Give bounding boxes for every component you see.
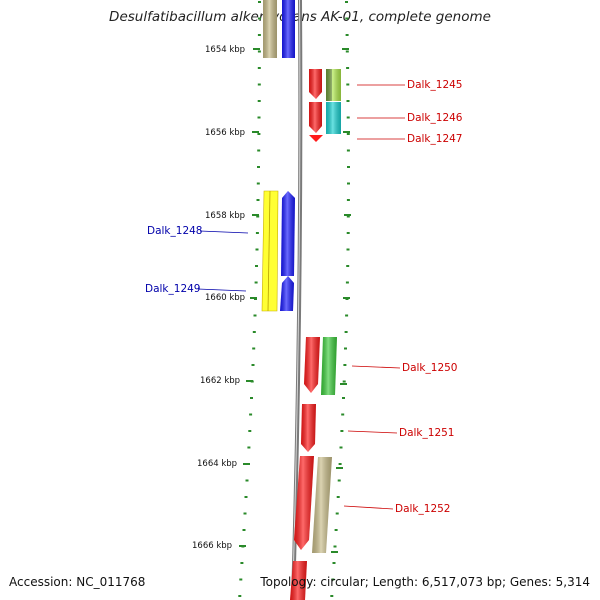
minus-strand-genes: [261, 0, 295, 312]
gene-label-dalk-1247[interactable]: Dalk_1247: [407, 133, 463, 145]
plus-strand-genes: [290, 69, 341, 600]
gene-red-1247: [309, 135, 323, 142]
scale-label-1666: 1666 kbp: [192, 541, 232, 551]
topology-text: Topology: circular; Length: 6,517,073 bp…: [260, 575, 590, 589]
scale-label-1658: 1658 kbp: [205, 211, 245, 221]
scale-label-1656: 1656 kbp: [205, 128, 245, 138]
gene-label-dalk-1249[interactable]: Dalk_1249: [145, 283, 201, 295]
gene-labels: Dalk_1245 Dalk_1246 Dalk_1247 Dalk_1248 …: [145, 79, 463, 515]
scale-label-1660: 1660 kbp: [205, 293, 245, 303]
gene-yellow: [261, 190, 279, 312]
scale-label-1664: 1664 kbp: [197, 459, 237, 469]
gene-label-dalk-1250[interactable]: Dalk_1250: [402, 362, 458, 374]
gene-label-dalk-1252[interactable]: Dalk_1252: [395, 503, 451, 515]
major-ticks: [239, 48, 351, 553]
label-leaders: [197, 84, 405, 510]
scale-ticks-right: [330, 1, 350, 597]
accession-text: Accession: NC_011768: [9, 575, 146, 589]
gene-label-dalk-1251[interactable]: Dalk_1251: [399, 427, 455, 439]
gene-label-dalk-1248[interactable]: Dalk_1248: [147, 225, 203, 237]
gene-label-dalk-1246[interactable]: Dalk_1246: [407, 112, 463, 124]
scale-label-1662: 1662 kbp: [200, 376, 240, 386]
gene-label-dalk-1245[interactable]: Dalk_1245: [407, 79, 463, 91]
scale-label-1654: 1654 kbp: [205, 45, 245, 55]
scale-ticks-left: [238, 1, 261, 597]
scale-labels: 1654 kbp 1656 kbp 1658 kbp 1660 kbp 1662…: [192, 45, 245, 551]
